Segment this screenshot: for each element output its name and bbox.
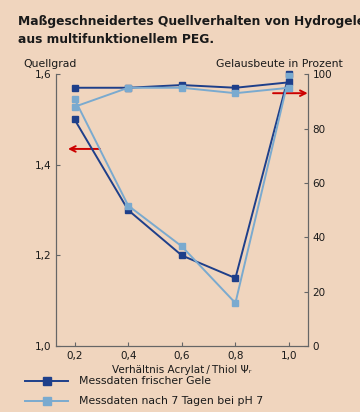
X-axis label: Verhältnis Acrylat / Thiol Ψᵣ: Verhältnis Acrylat / Thiol Ψᵣ	[112, 365, 252, 375]
Text: Messdaten frischer Gele: Messdaten frischer Gele	[79, 376, 211, 386]
Text: Quellgrad: Quellgrad	[23, 59, 76, 69]
Text: Gelausbeute in Prozent: Gelausbeute in Prozent	[216, 59, 343, 69]
Text: Messdaten nach 7 Tagen bei pH 7: Messdaten nach 7 Tagen bei pH 7	[79, 396, 263, 406]
Text: Maßgeschneidertes Quellverhalten von Hydrogelen
aus multifunktionellem PEG.: Maßgeschneidertes Quellverhalten von Hyd…	[18, 14, 360, 46]
